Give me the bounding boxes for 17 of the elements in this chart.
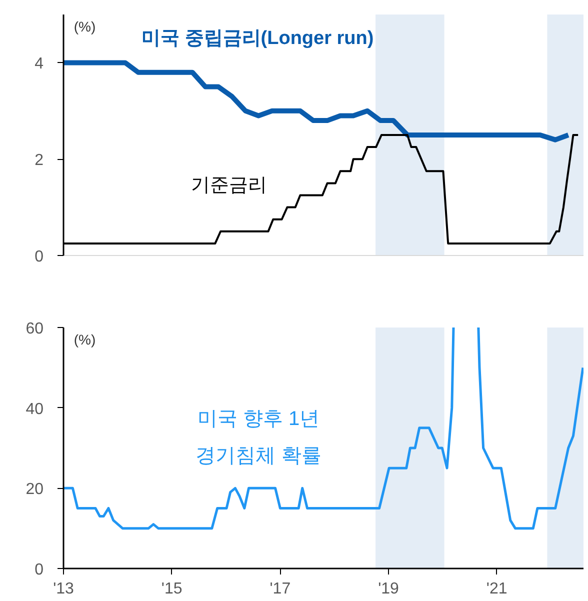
x-tick-label: '21: [486, 580, 508, 598]
series-label: 미국 중립금리(Longer run): [142, 28, 374, 50]
y-tick-label: 60: [26, 320, 44, 338]
x-tick-label: '15: [161, 580, 182, 598]
y-tick-label: 0: [34, 562, 44, 578]
x-tick-label: '13: [53, 580, 74, 598]
series-label: 미국 향후 1년 경기침체 확률: [196, 408, 322, 468]
y-tick-label: 2: [34, 152, 44, 170]
y-tick-label: 40: [26, 400, 44, 418]
y-tick-label: 4: [34, 56, 44, 73]
x-tick-label: '17: [270, 580, 291, 598]
y-tick-label: 20: [26, 481, 44, 498]
x-tick-label: '19: [378, 580, 400, 598]
y-axis-title: (%): [74, 332, 96, 348]
y-axis-title: (%): [74, 18, 96, 34]
series-label: 기준금리: [190, 175, 267, 196]
y-tick-label: 0: [34, 248, 44, 266]
